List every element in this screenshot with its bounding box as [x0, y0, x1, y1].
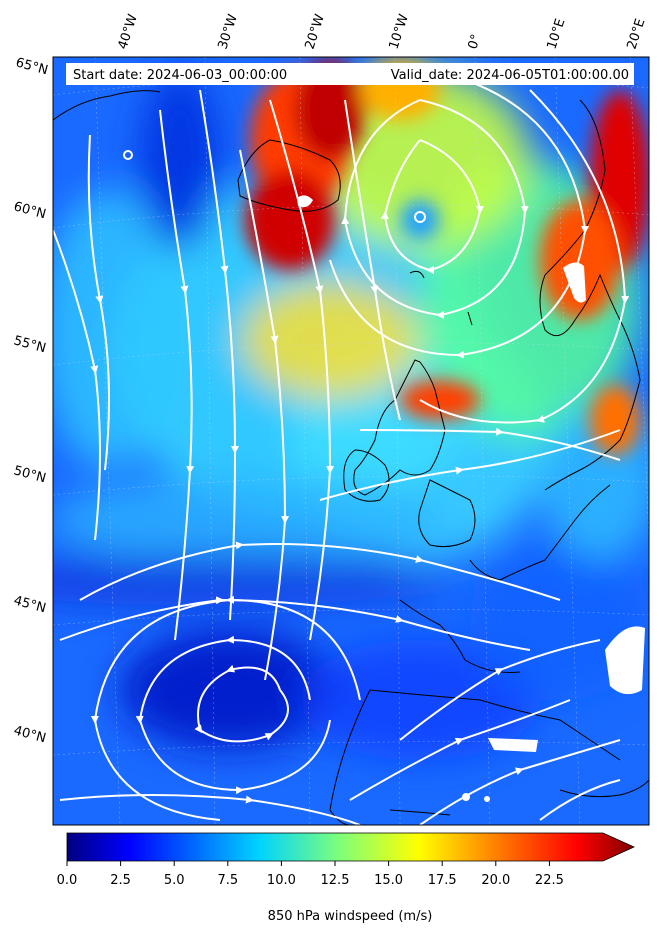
lat-label-40n: 40°N — [12, 723, 48, 746]
lon-label-0: 0° — [466, 33, 485, 52]
colorbar-tick-label: 20.0 — [481, 873, 510, 888]
start-date-label: Start date: 2024-06-03_00:00:00 — [73, 68, 287, 83]
lon-label-10e: 10°E — [545, 17, 569, 51]
colorbar-tick-label: 10.0 — [267, 873, 296, 888]
lon-label-10w: 10°W — [387, 12, 412, 51]
streamlines — [53, 74, 630, 825]
colorbar-tick-label: 2.5 — [110, 873, 131, 888]
colorbar-tick-label: 17.5 — [428, 873, 457, 888]
colorbar-tick-label: 12.5 — [321, 873, 350, 888]
windspeed-field — [53, 57, 649, 825]
map-frame — [52, 56, 650, 826]
header-bar — [66, 63, 634, 85]
colorbar-label: 850 hPa windspeed (m/s) — [268, 909, 433, 924]
colorbar-tick-label: 22.5 — [535, 873, 564, 888]
colorbar-tick-label: 15.0 — [374, 873, 403, 888]
lat-label-45n: 45°N — [12, 593, 48, 616]
lon-label-20e: 20°E — [625, 17, 649, 51]
lon-label-40w: 40°W — [116, 12, 141, 51]
colorbar-tick-label: 0.0 — [57, 873, 78, 888]
colorbar-gradient — [66, 832, 635, 862]
latitude-labels: 65°N 60°N 55°N 50°N 45°N 40°N — [12, 55, 50, 746]
colorbar-tick-label: 5.0 — [164, 873, 185, 888]
lon-label-20w: 20°W — [303, 12, 328, 51]
colorbar-tick-label: 7.5 — [217, 873, 238, 888]
lon-label-30w: 30°W — [216, 12, 241, 51]
vortex-icon — [123, 150, 133, 160]
lat-label-60n: 60°N — [12, 199, 48, 222]
lat-label-50n: 50°N — [12, 463, 48, 486]
valid-date-label: Valid_date: 2024-06-05T01:00:00.00 — [391, 68, 629, 83]
longitude-labels: 40°W 30°W 20°W 10°W 0° 10°E 20°E — [116, 12, 649, 51]
lat-label-55n: 55°N — [12, 333, 48, 356]
colorbar-ticks: 0.0 2.5 5.0 7.5 10.0 12.5 15.0 17.5 20.0 22.5 — [57, 861, 564, 888]
lat-label-65n: 65°N — [14, 55, 50, 78]
colorbar: 0.0 2.5 5.0 7.5 10.0 12.5 15.0 17.5 20.0 22.5 850… — [57, 832, 635, 924]
low-pressure-center-icon — [414, 211, 426, 223]
